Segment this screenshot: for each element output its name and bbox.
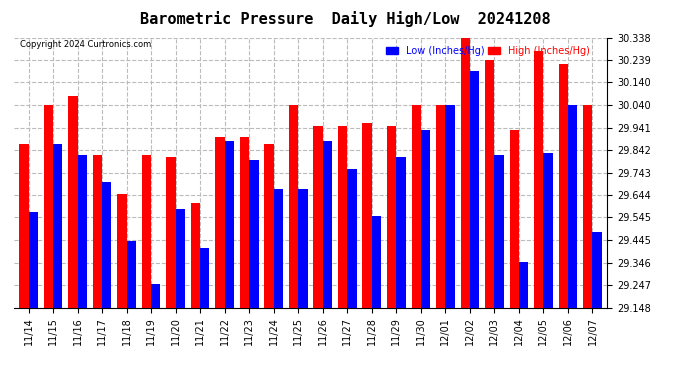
Bar [421,130,430,308]
Bar [77,155,87,308]
Bar [28,212,38,308]
Bar [470,71,479,308]
Bar [117,194,126,308]
Bar [387,126,396,308]
Bar [519,262,529,308]
Bar [544,153,553,308]
Text: Barometric Pressure  Daily High/Low  20241208: Barometric Pressure Daily High/Low 20241… [139,11,551,27]
Bar [485,60,495,308]
Bar [142,155,151,308]
Bar [411,105,421,308]
Bar [68,96,77,308]
Bar [534,51,544,308]
Bar [274,189,283,308]
Bar [126,241,136,308]
Bar [510,130,519,308]
Bar [583,105,593,308]
Bar [215,137,225,308]
Legend: Low (Inches/Hg), High (Inches/Hg): Low (Inches/Hg), High (Inches/Hg) [385,45,591,57]
Bar [313,126,323,308]
Bar [323,141,332,308]
Bar [43,105,53,308]
Bar [264,144,274,308]
Bar [372,216,381,308]
Bar [19,144,28,308]
Bar [298,189,308,308]
Bar [200,248,210,308]
Bar [240,137,249,308]
Bar [166,157,176,308]
Bar [362,123,372,308]
Bar [225,141,234,308]
Bar [436,105,445,308]
Bar [151,284,161,308]
Bar [176,210,185,308]
Bar [445,105,455,308]
Bar [102,182,111,308]
Bar [568,105,578,308]
Bar [191,202,200,308]
Bar [338,126,347,308]
Bar [593,232,602,308]
Bar [249,160,259,308]
Bar [495,155,504,308]
Bar [396,157,406,308]
Bar [92,155,102,308]
Bar [53,144,62,308]
Bar [460,37,470,308]
Text: Copyright 2024 Curtronics.com: Copyright 2024 Curtronics.com [20,40,151,49]
Bar [289,105,298,308]
Bar [559,64,568,308]
Bar [347,169,357,308]
